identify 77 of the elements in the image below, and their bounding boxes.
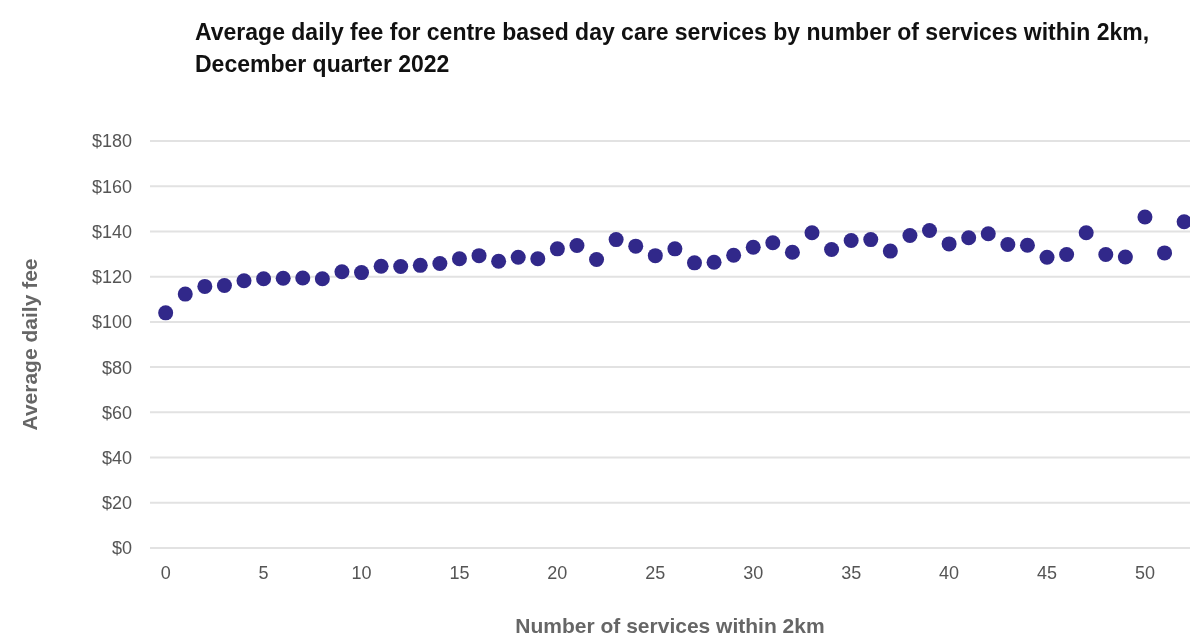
point (1157, 245, 1173, 261)
point (941, 236, 957, 252)
point (961, 230, 977, 246)
x-tick-label: 45 (1037, 562, 1058, 583)
y-tick-label: $160 (91, 176, 132, 197)
point (256, 271, 272, 287)
x-tick-label: 10 (351, 562, 372, 583)
point (1176, 214, 1190, 230)
point (158, 305, 174, 321)
y-tick-label: $80 (101, 357, 132, 378)
x-tick-label: 40 (939, 562, 960, 583)
x-tick-label: 0 (160, 562, 171, 583)
x-axis-title: Number of services within 2km (515, 614, 825, 637)
y-tick-label: $180 (91, 131, 132, 152)
point (393, 258, 409, 274)
x-tick-label: 50 (1134, 562, 1155, 583)
point (647, 248, 663, 264)
y-axis-title: Average daily fee (18, 258, 42, 431)
point (334, 264, 350, 280)
point (451, 251, 467, 267)
chart-title: Average daily fee for centre based day care services by number of services within 2km, December quarter 2022 (195, 18, 1151, 79)
point (354, 265, 370, 281)
point (491, 253, 507, 269)
point (1039, 249, 1055, 265)
point (608, 232, 624, 248)
point (1137, 209, 1153, 225)
point (667, 241, 683, 257)
point (295, 270, 311, 286)
point (1098, 247, 1114, 263)
x-tick-label: 20 (547, 562, 568, 583)
point (1059, 247, 1075, 263)
point (1000, 237, 1016, 253)
point (706, 254, 722, 270)
point (373, 258, 389, 274)
x-tick-label: 30 (743, 562, 764, 583)
point (902, 228, 918, 244)
x-tick-label: 5 (258, 562, 269, 583)
y-tick-label: $140 (91, 221, 132, 242)
point (549, 241, 565, 257)
point (1019, 237, 1035, 253)
point (765, 235, 781, 251)
point (863, 232, 879, 248)
point (412, 257, 428, 273)
y-tick-label: $100 (91, 312, 132, 333)
point (177, 286, 193, 302)
point (530, 251, 546, 267)
x-tick-label: 25 (645, 562, 666, 583)
y-tick-label: $0 (111, 538, 132, 559)
point (922, 223, 938, 239)
point (686, 255, 702, 271)
point (197, 278, 213, 294)
point (236, 273, 252, 289)
x-tick-label: 15 (449, 562, 470, 583)
point (804, 225, 820, 241)
point (628, 238, 644, 254)
point (726, 247, 742, 263)
point (314, 271, 330, 287)
y-tick-label: $20 (101, 493, 132, 514)
point (882, 243, 898, 259)
point (843, 232, 859, 248)
point (510, 249, 526, 265)
point (745, 239, 761, 255)
point (569, 237, 585, 253)
point (1117, 249, 1133, 265)
point (824, 242, 840, 258)
point (471, 248, 487, 264)
point (275, 270, 291, 286)
y-tick-label: $60 (101, 402, 132, 423)
x-tick-label: 35 (841, 562, 862, 583)
point (589, 251, 605, 267)
point (784, 244, 800, 260)
point (1078, 225, 1094, 241)
y-tick-label: $40 (101, 447, 132, 468)
point (980, 226, 996, 242)
y-tick-label: $120 (91, 267, 132, 288)
point (432, 256, 448, 272)
point (216, 277, 232, 293)
